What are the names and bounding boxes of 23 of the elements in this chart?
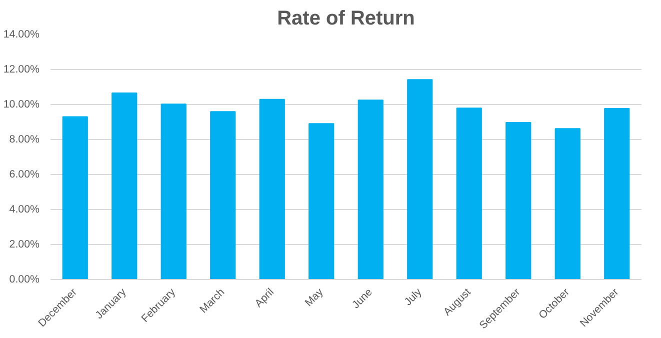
bar [554, 128, 580, 280]
y-tick-label: 4.00% [9, 204, 40, 216]
y-tick-label: 8.00% [9, 134, 40, 146]
y-tick-label: 0.00% [9, 274, 40, 286]
bar [160, 104, 186, 280]
y-tick-label: 6.00% [9, 168, 40, 180]
bar [604, 108, 630, 280]
bar [259, 98, 285, 280]
y-tick-label: 10.00% [3, 98, 40, 110]
y-tick-label: 12.00% [3, 64, 40, 76]
y-tick-label: 2.00% [9, 238, 40, 250]
bar [112, 92, 138, 280]
bar [456, 108, 482, 280]
bar [358, 100, 384, 280]
bar [308, 123, 334, 280]
bar [407, 79, 433, 280]
x-tick-label: July [402, 286, 425, 308]
bar [506, 122, 532, 280]
x-tick-label: May [302, 286, 326, 309]
y-tick-label: 14.00% [3, 28, 40, 40]
chart-title: Rate of Return [277, 8, 415, 30]
bar [62, 116, 88, 280]
bar [210, 111, 236, 280]
